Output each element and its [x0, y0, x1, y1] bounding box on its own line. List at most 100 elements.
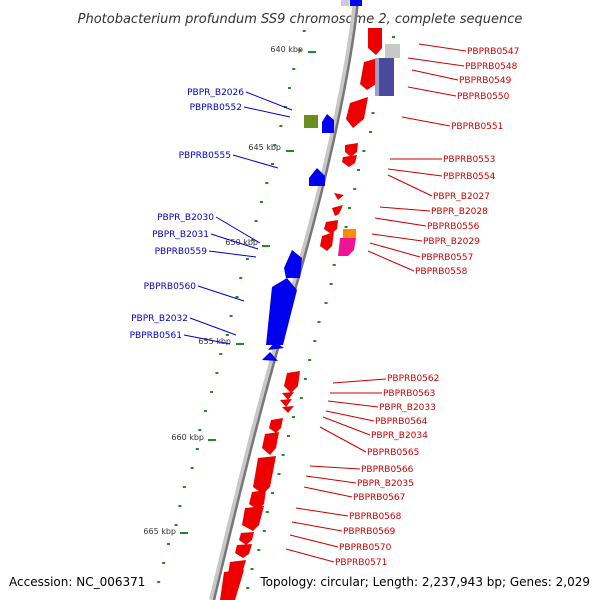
gene-arrow-b2032[interactable] [268, 342, 284, 350]
gene-arrow-b0555[interactable] [309, 168, 325, 186]
red-strand-genes [220, 28, 400, 600]
blue-gene-labels: PBPR_B2026 PBPRB0552 PBPRB0555 PBPR_B203… [130, 88, 245, 341]
gene-arrow-b2028[interactable] [332, 205, 343, 216]
gene-label-pbpr-b2026[interactable]: PBPR_B2026 [187, 88, 244, 98]
gc-dot [190, 467, 194, 469]
gene-label-pbprb0557[interactable]: PBPRB0557 [421, 253, 473, 263]
gc-dot [292, 416, 295, 418]
gene-label-pbprb0555[interactable]: PBPRB0555 [179, 151, 231, 161]
gene-arrow-b0553[interactable] [345, 143, 358, 157]
gc-dot [371, 112, 375, 114]
gc-dot [277, 473, 281, 475]
gene-arrow-b0551[interactable] [346, 97, 368, 128]
gene-block-b2026[interactable] [304, 115, 318, 128]
gene-arrow-b0562[interactable] [284, 371, 300, 393]
gc-dot [329, 283, 333, 285]
kbp-marker-640: 640 kbp [270, 45, 316, 54]
gc-dot [235, 296, 239, 298]
gene-label-pbprb0568[interactable]: PBPRB0568 [349, 512, 402, 522]
gene-arrow-b0563[interactable] [282, 392, 294, 400]
gc-dot [324, 302, 328, 304]
gene-label-pbpr-b2028[interactable]: PBPR_B2028 [431, 207, 488, 217]
gene-block-top-lavender[interactable] [341, 0, 349, 6]
gene-arrow-b0566[interactable] [253, 456, 276, 494]
gene-arrow-b0547[interactable] [368, 28, 382, 55]
gene-block-b0557[interactable] [343, 229, 356, 238]
gene-label-pbprb0552[interactable]: PBPRB0552 [190, 103, 242, 113]
gene-label-pbprb0559[interactable]: PBPRB0559 [155, 247, 208, 257]
gene-label-pbprb0570[interactable]: PBPRB0570 [339, 543, 392, 553]
gene-label-pbprb0553[interactable]: PBPRB0553 [443, 155, 495, 165]
gene-block-b0550[interactable] [377, 58, 394, 96]
gc-dot [162, 562, 166, 564]
gc-dot [198, 429, 202, 431]
kbp-marker-645: 645 kbp [248, 143, 294, 152]
gc-dot [262, 530, 266, 532]
gene-label-pbprb0565[interactable]: PBPRB0565 [367, 448, 419, 458]
kbp-label-650: 650 kbp [225, 238, 258, 247]
gene-arrow-b0564[interactable] [282, 406, 294, 413]
gene-arrow-b0552[interactable] [322, 114, 334, 133]
gc-dot [250, 568, 254, 570]
gc-dot [281, 454, 285, 456]
gene-label-pbprb0556[interactable]: PBPRB0556 [427, 222, 480, 232]
gc-dot [271, 492, 274, 494]
gene-label-pbprb0549[interactable]: PBPRB0549 [459, 76, 512, 86]
gene-arrow-b0568[interactable] [239, 532, 254, 545]
gene-arrow-b0565[interactable] [262, 432, 279, 455]
gene-block-b0550-edge [375, 58, 379, 96]
gene-arrow-b0569[interactable] [235, 544, 252, 558]
gene-label-pbprb0562[interactable]: PBPRB0562 [387, 374, 439, 384]
gene-label-pbpr-b2032[interactable]: PBPR_B2032 [131, 314, 188, 324]
gc-dot [298, 49, 302, 51]
gene-label-pbpr-b2030[interactable]: PBPR_B2030 [157, 213, 214, 223]
gene-arrow-b2035[interactable] [249, 490, 266, 510]
gene-label-pbprb0571[interactable]: PBPRB0571 [335, 558, 387, 568]
gene-arrow-b0571[interactable] [220, 570, 244, 600]
gene-arrow-b0556[interactable] [324, 220, 338, 234]
gene-block-b0548[interactable] [385, 44, 400, 58]
gene-arrow-b2033[interactable] [280, 399, 292, 407]
gene-arrow-b0567[interactable] [242, 506, 264, 531]
gc-dot [215, 372, 219, 374]
gene-arrow-b2029[interactable] [320, 232, 334, 251]
gc-dot [271, 163, 274, 165]
gene-label-pbprb0563[interactable]: PBPRB0563 [383, 389, 435, 399]
gene-label-pbprb0554[interactable]: PBPRB0554 [443, 172, 496, 182]
gene-arrow-b0560[interactable] [266, 278, 297, 345]
gene-label-pbprb0558[interactable]: PBPRB0558 [415, 267, 468, 277]
gene-arrow-b0549[interactable] [360, 58, 378, 90]
gene-arrow-b2034[interactable] [269, 418, 283, 433]
gc-dot [279, 125, 283, 127]
gene-label-pbprb0567[interactable]: PBPRB0567 [353, 493, 405, 503]
gene-arrow-b2031[interactable] [284, 250, 302, 278]
gene-arrow-b0561[interactable] [262, 352, 278, 361]
gene-block-top-blue[interactable] [350, 0, 362, 6]
gene-label-pbprb0547[interactable]: PBPRB0547 [467, 47, 519, 57]
gene-label-pbpr-b2035[interactable]: PBPR_B2035 [357, 479, 414, 489]
gene-label-pbprb0569[interactable]: PBPRB0569 [343, 527, 396, 537]
gc-dot [167, 543, 170, 545]
gene-label-pbpr-b2033[interactable]: PBPR_B2033 [379, 403, 436, 413]
gene-label-pbprb0551[interactable]: PBPRB0551 [451, 122, 503, 132]
gc-dot [299, 397, 303, 399]
gene-label-pbpr-b2029[interactable]: PBPR_B2029 [423, 237, 480, 247]
gene-label-pbprb0548[interactable]: PBPRB0548 [465, 62, 518, 72]
gene-label-pbprb0550[interactable]: PBPRB0550 [457, 92, 510, 102]
gene-arrow-b0554[interactable] [342, 155, 357, 167]
gene-block-b0558[interactable] [338, 238, 356, 256]
map-title: Photobacterium profundum SS9 chromosome … [78, 12, 523, 27]
gene-label-pbpr-b2034[interactable]: PBPR_B2034 [371, 431, 428, 441]
gene-label-pbprb0566[interactable]: PBPRB0566 [361, 465, 414, 475]
gc-dot [308, 359, 312, 361]
gc-dots-outer [246, 36, 395, 589]
gc-dot [225, 334, 229, 336]
gene-label-pbpr-b2031[interactable]: PBPR_B2031 [152, 230, 209, 240]
gene-arrow-b2027[interactable] [334, 193, 344, 200]
gene-label-pbprb0564[interactable]: PBPRB0564 [375, 417, 428, 427]
gene-label-pbpr-b2027[interactable]: PBPR_B2027 [433, 192, 490, 202]
gene-label-pbprb0560[interactable]: PBPRB0560 [144, 282, 197, 292]
gc-dot [357, 169, 360, 171]
red-label-leaders [285, 43, 467, 563]
gene-label-pbprb0561[interactable]: PBPRB0561 [130, 331, 182, 341]
